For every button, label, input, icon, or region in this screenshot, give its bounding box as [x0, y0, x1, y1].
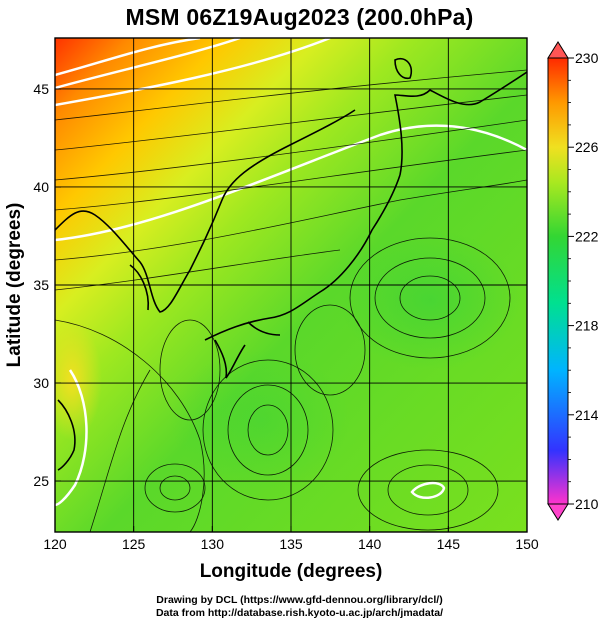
x-tick-label-145: 145: [437, 536, 461, 552]
y-tick-label-40: 40: [33, 179, 49, 195]
credit-data: Data from http://database.rish.kyoto-u.a…: [155, 607, 444, 619]
x-tick-label-135: 135: [279, 536, 303, 552]
colorbar-tick-label-214: 214: [575, 407, 599, 423]
colorbar-scale: [547, 57, 569, 505]
colorbar: 210 214 218 222 226 230: [547, 41, 599, 521]
chart-title: MSM 06Z19Aug2023 (200.0hPa): [125, 4, 474, 30]
x-tick-label-130: 130: [201, 536, 225, 552]
x-axis-label: Longitude (degrees): [200, 561, 383, 582]
colorbar-tick-label-226: 226: [575, 139, 599, 155]
colorbar-tick-label-222: 222: [575, 228, 599, 244]
y-tick-label-35: 35: [33, 277, 49, 293]
x-tick-label-120: 120: [43, 536, 67, 552]
y-axis-ticks: 25 30 35 40 45: [33, 81, 61, 489]
coastlines: [55, 58, 527, 471]
x-tick-label-150: 150: [515, 536, 539, 552]
credits: Drawing by DCL (https://www.gfd-dennou.o…: [0, 594, 599, 620]
cool-area-south: [170, 350, 350, 490]
x-tick-label-140: 140: [358, 536, 382, 552]
colorbar-min-arrow: [547, 503, 569, 521]
cool-area-east: [340, 230, 520, 370]
y-axis-label: Latitude (degrees): [4, 203, 25, 368]
y-tick-label-45: 45: [33, 81, 49, 97]
isotherm-contours: [55, 38, 527, 507]
x-axis-ticks: 120 125 130 135 140 145 150: [43, 526, 539, 552]
y-tick-label-30: 30: [33, 375, 49, 391]
x-tick-label-125: 125: [122, 536, 146, 552]
credit-drawing: Drawing by DCL (https://www.gfd-dennou.o…: [156, 594, 443, 606]
y-tick-label-25: 25: [33, 473, 49, 489]
gridlines: [55, 38, 527, 532]
colorbar-tick-label-218: 218: [575, 318, 599, 334]
colorbar-tick-label-230: 230: [575, 50, 599, 66]
colorbar-max-arrow: [547, 41, 569, 59]
colorbar-tick-label-210: 210: [575, 496, 599, 512]
colorbar-ticks: 210 214 218 222 226 230: [568, 50, 599, 512]
streamlines: [55, 69, 527, 532]
